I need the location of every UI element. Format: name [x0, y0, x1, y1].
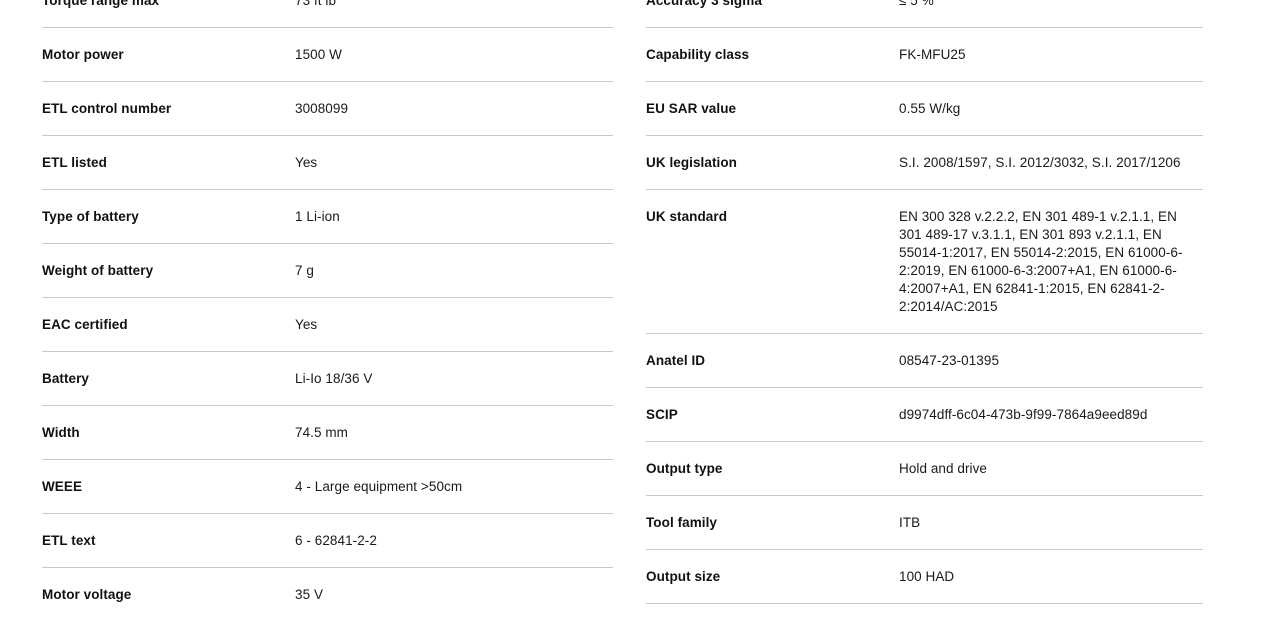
- spec-label: Weight of battery: [42, 263, 154, 278]
- spec-row: UK legislation S.I. 2008/1597, S.I. 2012…: [646, 136, 1203, 190]
- spec-label: UK standard: [646, 209, 728, 224]
- spec-value: 1500 W: [295, 47, 342, 62]
- spec-label: EU SAR value: [646, 101, 737, 116]
- spec-row: UK standard EN 300 328 v.2.2.2, EN 301 4…: [646, 190, 1203, 334]
- spec-value: 0.55 W/kg: [899, 101, 961, 116]
- spec-label: ETL text: [42, 533, 96, 548]
- spec-label: Motor power: [42, 47, 124, 62]
- spec-row: ETL control number 3008099: [42, 82, 613, 136]
- spec-row: Anatel ID 08547-23-01395: [646, 334, 1203, 388]
- spec-row: Motor voltage 35 V: [42, 568, 613, 621]
- spec-value: 6 - 62841-2-2: [295, 533, 377, 548]
- spec-row: Tool family ITB: [646, 496, 1203, 550]
- spec-row: Accuracy 3 sigma ≤ 5 %: [646, 0, 1203, 28]
- spec-value: S.I. 2008/1597, S.I. 2012/3032, S.I. 201…: [899, 155, 1181, 170]
- spec-value: Yes: [295, 317, 318, 332]
- spec-row: Output size 100 HAD: [646, 550, 1203, 604]
- spec-label: SCIP: [646, 407, 678, 422]
- spec-value: 74.5 mm: [295, 425, 348, 440]
- spec-value: 3008099: [295, 101, 349, 116]
- spec-label: ETL control number: [42, 101, 172, 116]
- spec-label: EAC certified: [42, 317, 128, 332]
- spec-row: Battery Li-Io 18/36 V: [42, 352, 613, 406]
- spec-value: ≤ 5 %: [899, 0, 934, 8]
- spec-row: ETL text 6 - 62841-2-2: [42, 514, 613, 568]
- spec-label: Output size: [646, 569, 721, 584]
- spec-row: EU SAR value 0.55 W/kg: [646, 82, 1203, 136]
- specification-sheet: Torque range max 73 ft lb Motor power 15…: [42, 0, 1203, 604]
- spec-row: Width 74.5 mm: [42, 406, 613, 460]
- spec-value: 7 g: [295, 263, 314, 278]
- spec-label: Anatel ID: [646, 353, 706, 368]
- spec-label: Capability class: [646, 47, 750, 62]
- spec-value: ITB: [899, 515, 921, 530]
- spec-row: ETL listed Yes: [42, 136, 613, 190]
- spec-value: Yes: [295, 155, 318, 170]
- spec-row: Motor power 1500 W: [42, 28, 613, 82]
- spec-label: Motor voltage: [42, 587, 132, 602]
- spec-row: WEEE 4 - Large equipment >50cm: [42, 460, 613, 514]
- spec-label: WEEE: [42, 479, 83, 494]
- spec-value: Li-Io 18/36 V: [295, 371, 373, 386]
- spec-column-left: Torque range max 73 ft lb Motor power 15…: [0, 0, 613, 621]
- spec-value: 08547-23-01395: [899, 353, 1000, 368]
- spec-row: Capability class FK-MFU25: [646, 28, 1203, 82]
- spec-value: Hold and drive: [899, 461, 987, 476]
- spec-label: Output type: [646, 461, 723, 476]
- spec-row: Output type Hold and drive: [646, 442, 1203, 496]
- spec-label: Width: [42, 425, 80, 440]
- spec-label: ETL listed: [42, 155, 107, 170]
- spec-row: Weight of battery 7 g: [42, 244, 613, 298]
- spec-row: EAC certified Yes: [42, 298, 613, 352]
- spec-value: EN 300 328 v.2.2.2, EN 301 489-1 v.2.1.1…: [899, 209, 1183, 314]
- spec-label: Accuracy 3 sigma: [646, 0, 762, 8]
- spec-label: Type of battery: [42, 209, 139, 224]
- spec-value: 1 Li-ion: [295, 209, 340, 224]
- spec-label: Tool family: [646, 515, 717, 530]
- spec-value: 4 - Large equipment >50cm: [295, 479, 463, 494]
- spec-value: 35 V: [295, 587, 324, 602]
- spec-row: Torque range max 73 ft lb: [42, 0, 613, 28]
- spec-label: Torque range max: [42, 0, 160, 8]
- spec-row: SCIP d9974dff-6c04-473b-9f99-7864a9eed89…: [646, 388, 1203, 442]
- spec-value: 73 ft lb: [295, 0, 337, 8]
- spec-label: UK legislation: [646, 155, 737, 170]
- spec-label: Battery: [42, 371, 89, 386]
- spec-value: 100 HAD: [899, 569, 955, 584]
- spec-value: d9974dff-6c04-473b-9f99-7864a9eed89d: [899, 407, 1148, 422]
- spec-row: Type of battery 1 Li-ion: [42, 190, 613, 244]
- spec-value: FK-MFU25: [899, 47, 966, 62]
- spec-column-right: Accuracy 3 sigma ≤ 5 % Capability class …: [633, 0, 1203, 604]
